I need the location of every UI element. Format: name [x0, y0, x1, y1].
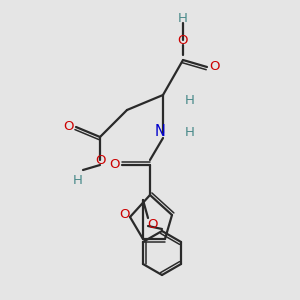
Text: O: O — [148, 218, 158, 230]
Text: H: H — [185, 94, 195, 107]
Text: H: H — [73, 173, 83, 187]
Text: O: O — [119, 208, 129, 221]
Text: O: O — [210, 61, 220, 74]
Text: H: H — [185, 127, 195, 140]
Text: O: O — [63, 121, 73, 134]
Text: O: O — [178, 34, 188, 46]
Text: H: H — [178, 11, 188, 25]
Text: O: O — [95, 154, 105, 166]
Text: N: N — [154, 124, 165, 139]
Text: O: O — [109, 158, 119, 172]
